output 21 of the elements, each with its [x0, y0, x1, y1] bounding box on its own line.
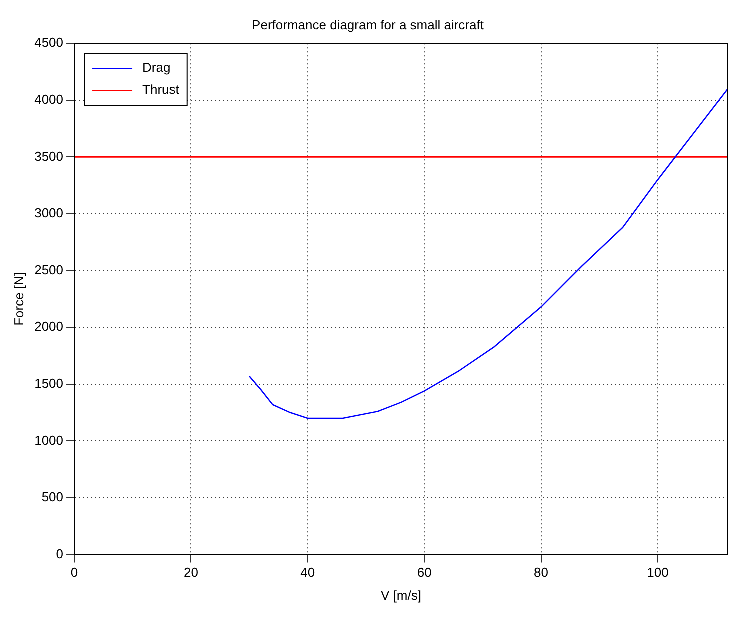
y-tick-label: 2500: [34, 262, 64, 278]
y-tick-label: 1500: [34, 376, 64, 391]
x-tick-label: 60: [417, 565, 432, 580]
y-axis-title: Force [N]: [11, 272, 26, 326]
x-tick-label: 20: [184, 565, 198, 580]
y-tick-label: 4000: [34, 92, 64, 107]
x-tick-label: 0: [70, 565, 78, 580]
y-tick-label: 0: [56, 546, 64, 562]
y-tick-label: 1000: [34, 432, 64, 448]
chart-title: Performance diagram for a small aircraft: [252, 17, 484, 32]
legend-label: Drag: [142, 60, 171, 76]
y-tick-label: 2000: [34, 319, 64, 334]
y-tick-label: 3500: [34, 148, 64, 164]
x-tick-label: 40: [300, 565, 316, 580]
y-tick-label: 500: [42, 490, 64, 505]
y-tick-label: 3000: [34, 206, 64, 221]
legend-label: Thrust: [142, 82, 180, 98]
y-tick-label: 4500: [34, 35, 64, 50]
x-tick-label: 100: [647, 565, 669, 580]
x-tick-label: 80: [534, 565, 549, 580]
x-axis-title: V [m/s]: [381, 588, 422, 603]
